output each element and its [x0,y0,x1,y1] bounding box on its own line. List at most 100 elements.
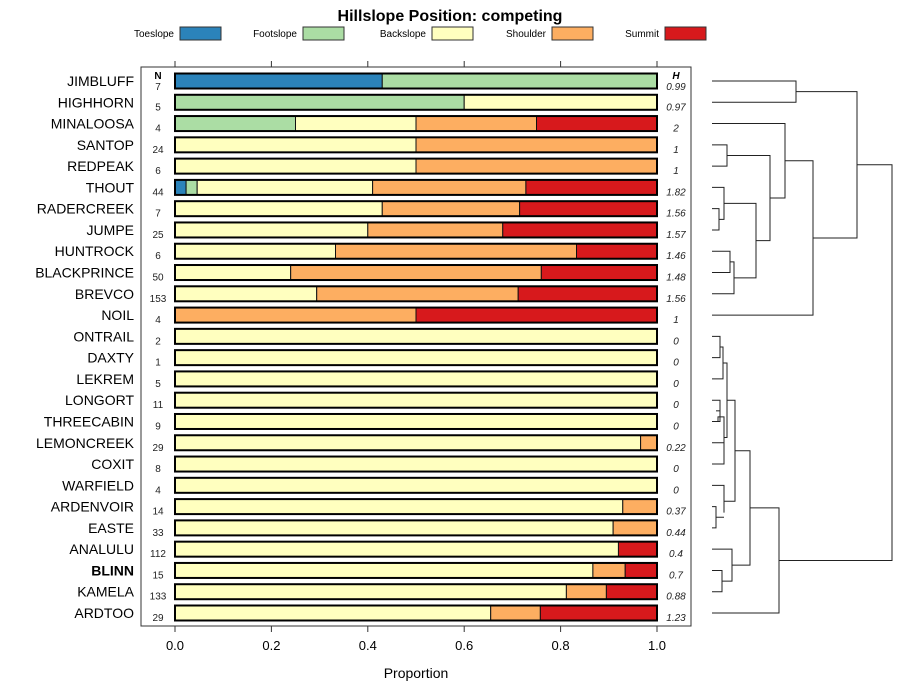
dendrogram-branch [712,416,725,465]
bar-segment-backslope [174,370,658,387]
bar-segment-backslope [174,413,658,430]
bar-segment-summit [617,541,658,558]
bar-row-radercreek: RADERCREEK 7 1.56 [37,200,686,220]
n-value: 33 [152,528,164,539]
bar-row-ardtoo: ARDTOO 29 1.23 [74,604,686,624]
h-value: 1 [673,145,679,156]
bar-segment-shoulder [367,221,504,238]
bar-segment-backslope [174,477,658,494]
n-value: 7 [155,82,161,93]
dendrogram-branch [712,160,814,316]
bar-segment-summit [519,200,658,217]
bar-outline [174,391,658,409]
n-value: 11 [153,400,164,411]
bar-segment-summit [624,562,658,579]
dendrogram-branch [712,80,797,103]
bar-segment-backslope [174,583,567,600]
bar-segment-summit [540,264,658,281]
bar-outline [174,242,658,260]
legend-swatch-shoulder [551,26,594,41]
n-value: 50 [152,273,164,284]
bar-segment-shoulder [174,307,417,324]
h-value: 0 [673,485,679,496]
legend-swatch-backslope [431,26,474,41]
bar-row-ontrail: ONTRAIL 2 0 [73,327,679,347]
n-value: 6 [155,251,161,262]
category-label: MINALOOSA [51,116,135,132]
category-label: BLACKPRINCE [35,265,134,281]
bar-row-minaloosa: MINALOOSA 4 2 [51,115,679,135]
category-label: LONGORT [65,392,134,408]
bar-segment-summit [525,179,658,196]
category-label: ONTRAIL [73,328,134,344]
bar-segment-backslope [174,434,642,451]
plot-frame [140,66,692,627]
bar-row-blackprince: BLACKPRINCE 50 1.48 [35,264,686,284]
n-value: 153 [150,294,167,305]
category-label: HUNTROCK [55,243,135,259]
bar-segment-backslope [174,264,292,281]
category-label: LEMONCREEK [36,435,135,451]
x-tick-label: 0.0 [166,638,184,653]
legend-label-footslope: Footslope [253,29,297,40]
n-value: 4 [155,124,161,135]
category-label: COXIT [91,456,134,472]
h-value: 0 [673,336,679,347]
bar-outline [174,72,658,90]
dendrogram-branch [712,507,780,614]
bar-row-analulu: ANALULU 112 0.4 [69,540,683,560]
n-value: 9 [155,421,161,432]
category-label: NOIL [101,307,134,323]
legend-label-toeslope: Toeslope [134,29,174,40]
category-label: WARFIELD [62,477,134,493]
category-label: EASTE [88,520,134,536]
bar-segment-summit [536,115,658,132]
bar-outline [174,561,658,579]
h-value: 0 [673,400,679,411]
bar-row-lekrem: LEKREM 5 0 [76,370,679,390]
h-value: 0.88 [666,592,686,603]
x-axis: 0.0 0.2 0.4 0.6 0.8 1.0 [166,61,666,653]
category-label: KAMELA [77,584,134,600]
h-value: 0.97 [666,102,686,113]
n-value: 112 [150,549,166,560]
category-label: ARDENVOIR [51,499,134,515]
bar-row-jumpe: JUMPE 25 1.57 [87,221,686,241]
dendrogram-branch [712,484,725,513]
x-tick-label: 0.4 [359,638,377,653]
category-label: REDPEAK [67,158,135,174]
legend-swatch-toeslope [179,26,222,41]
dendrogram-branch [712,208,720,231]
dendrogram-branch [724,202,757,279]
category-label: BREVCO [75,286,134,302]
h-value: 1.46 [666,251,686,262]
n-value: 1 [155,358,161,369]
dendrogram [712,80,893,614]
bar-row-brevco: BREVCO 153 1.56 [75,285,686,305]
bar-segment-footslope [174,115,296,132]
bar-outline [174,540,658,558]
h-value: 1.56 [666,294,686,305]
dendrogram-branch [712,335,721,359]
bar-segment-footslope [381,73,658,89]
bar-row-lemoncreek: LEMONCREEK 29 0.22 [36,434,686,454]
category-label: RADERCREEK [37,201,135,217]
h-value: 1 [673,166,679,177]
bar-segment-backslope [295,115,417,132]
h-value: 0 [673,421,679,432]
n-value: 25 [152,230,164,241]
x-tick-label: 1.0 [648,638,666,653]
bar-segment-backslope [174,519,614,536]
bar-outline [174,349,658,367]
bar-segment-shoulder [415,136,658,153]
dendrogram-branch [712,261,735,295]
h-value: 0.7 [669,570,683,581]
bar-segment-backslope [174,158,417,175]
h-value: 1.23 [666,613,686,624]
h-value: 1.82 [666,187,686,198]
h-value: 0 [673,358,679,369]
n-value: 8 [155,464,161,475]
n-value: 133 [150,592,167,603]
bar-outline [174,412,658,430]
